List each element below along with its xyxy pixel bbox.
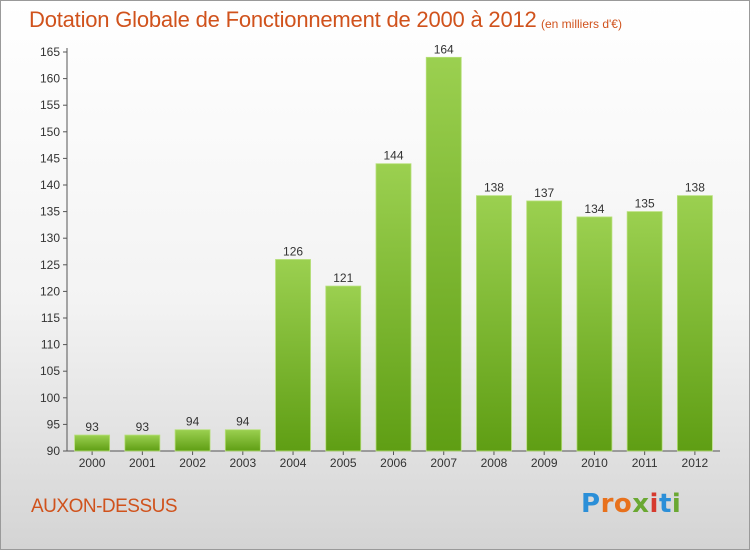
bar xyxy=(124,434,161,452)
data-labels: 93 93 94 94 126 121 144 164 138 137 134 135 138 xyxy=(85,42,705,434)
chart-title: Dotation Globale de Fonctionnement de 20… xyxy=(29,7,537,32)
logo-letter: i xyxy=(671,489,682,519)
x-tick-label: 2005 xyxy=(330,456,357,470)
data-label: 93 xyxy=(85,420,99,434)
bar xyxy=(476,195,512,452)
logo-letter: t xyxy=(658,489,672,519)
bar xyxy=(425,56,462,452)
x-tick-label: 2002 xyxy=(179,456,206,470)
bar xyxy=(325,285,362,452)
data-label: 138 xyxy=(484,181,504,195)
x-tick-label: 2010 xyxy=(581,456,608,470)
data-label: 121 xyxy=(333,271,353,285)
y-tick-label: 125 xyxy=(40,258,60,272)
logo-letter: i xyxy=(649,489,659,519)
data-label: 126 xyxy=(283,244,303,258)
y-tick-label: 90 xyxy=(47,444,61,458)
y-tick-label: 120 xyxy=(40,284,60,298)
bar xyxy=(626,211,663,452)
bars xyxy=(74,56,713,452)
bar xyxy=(576,216,613,452)
commune-name: AUXON-DESSUS xyxy=(31,496,178,517)
x-tick-label: 2003 xyxy=(229,456,256,470)
data-label: 144 xyxy=(383,149,403,163)
x-tick-label: 2004 xyxy=(280,456,307,470)
y-tick-label: 155 xyxy=(40,98,60,112)
x-tick-label: 2012 xyxy=(682,456,709,470)
x-tick-label: 2000 xyxy=(79,456,106,470)
bar xyxy=(526,200,563,452)
y-tick-label: 105 xyxy=(40,364,60,378)
y-tick-label: 100 xyxy=(40,391,60,405)
y-tick-label: 145 xyxy=(40,151,60,165)
chart-subtitle: (en milliers d'€) xyxy=(541,17,622,31)
data-label: 135 xyxy=(635,197,655,211)
x-tick-label: 2006 xyxy=(380,456,407,470)
y-tick-label: 160 xyxy=(40,72,60,86)
data-label: 138 xyxy=(685,181,705,195)
logo-letter: x xyxy=(632,489,650,519)
bar xyxy=(375,163,412,452)
logo-letter: o xyxy=(613,489,633,519)
bar xyxy=(174,429,211,452)
data-label: 137 xyxy=(534,186,554,200)
y-tick-label: 95 xyxy=(47,417,61,431)
bar xyxy=(224,429,261,452)
y-tick-label: 150 xyxy=(40,125,60,139)
y-tick-label: 110 xyxy=(41,338,60,352)
y-tick-label: 135 xyxy=(40,205,60,219)
bar xyxy=(74,434,111,452)
data-label: 94 xyxy=(236,415,250,429)
x-axis: 2000 2001 2002 2003 2004 2005 2006 2007 2008 2009… xyxy=(67,450,720,470)
x-tick-label: 2009 xyxy=(531,456,558,470)
data-label: 164 xyxy=(434,42,454,56)
x-tick-label: 2001 xyxy=(129,456,156,470)
x-tick-label: 2008 xyxy=(481,456,508,470)
data-label: 94 xyxy=(186,415,200,429)
y-tick-label: 130 xyxy=(40,231,60,245)
x-tick-label: 2007 xyxy=(430,456,457,470)
logo-letter: r xyxy=(600,489,614,519)
y-axis: 90 95 100 105 110 115 120 125 130 135 140 145 150 155… xyxy=(40,45,68,458)
bar xyxy=(275,259,311,452)
proxiti-logo: Proxiti xyxy=(581,489,681,519)
data-label: 93 xyxy=(136,420,150,434)
bar xyxy=(676,195,713,452)
y-tick-label: 165 xyxy=(40,45,60,59)
y-tick-label: 115 xyxy=(41,311,60,325)
x-tick-label: 2011 xyxy=(632,456,658,470)
data-label: 134 xyxy=(584,202,604,216)
y-tick-label: 140 xyxy=(40,178,60,192)
logo-letter: P xyxy=(581,489,601,519)
